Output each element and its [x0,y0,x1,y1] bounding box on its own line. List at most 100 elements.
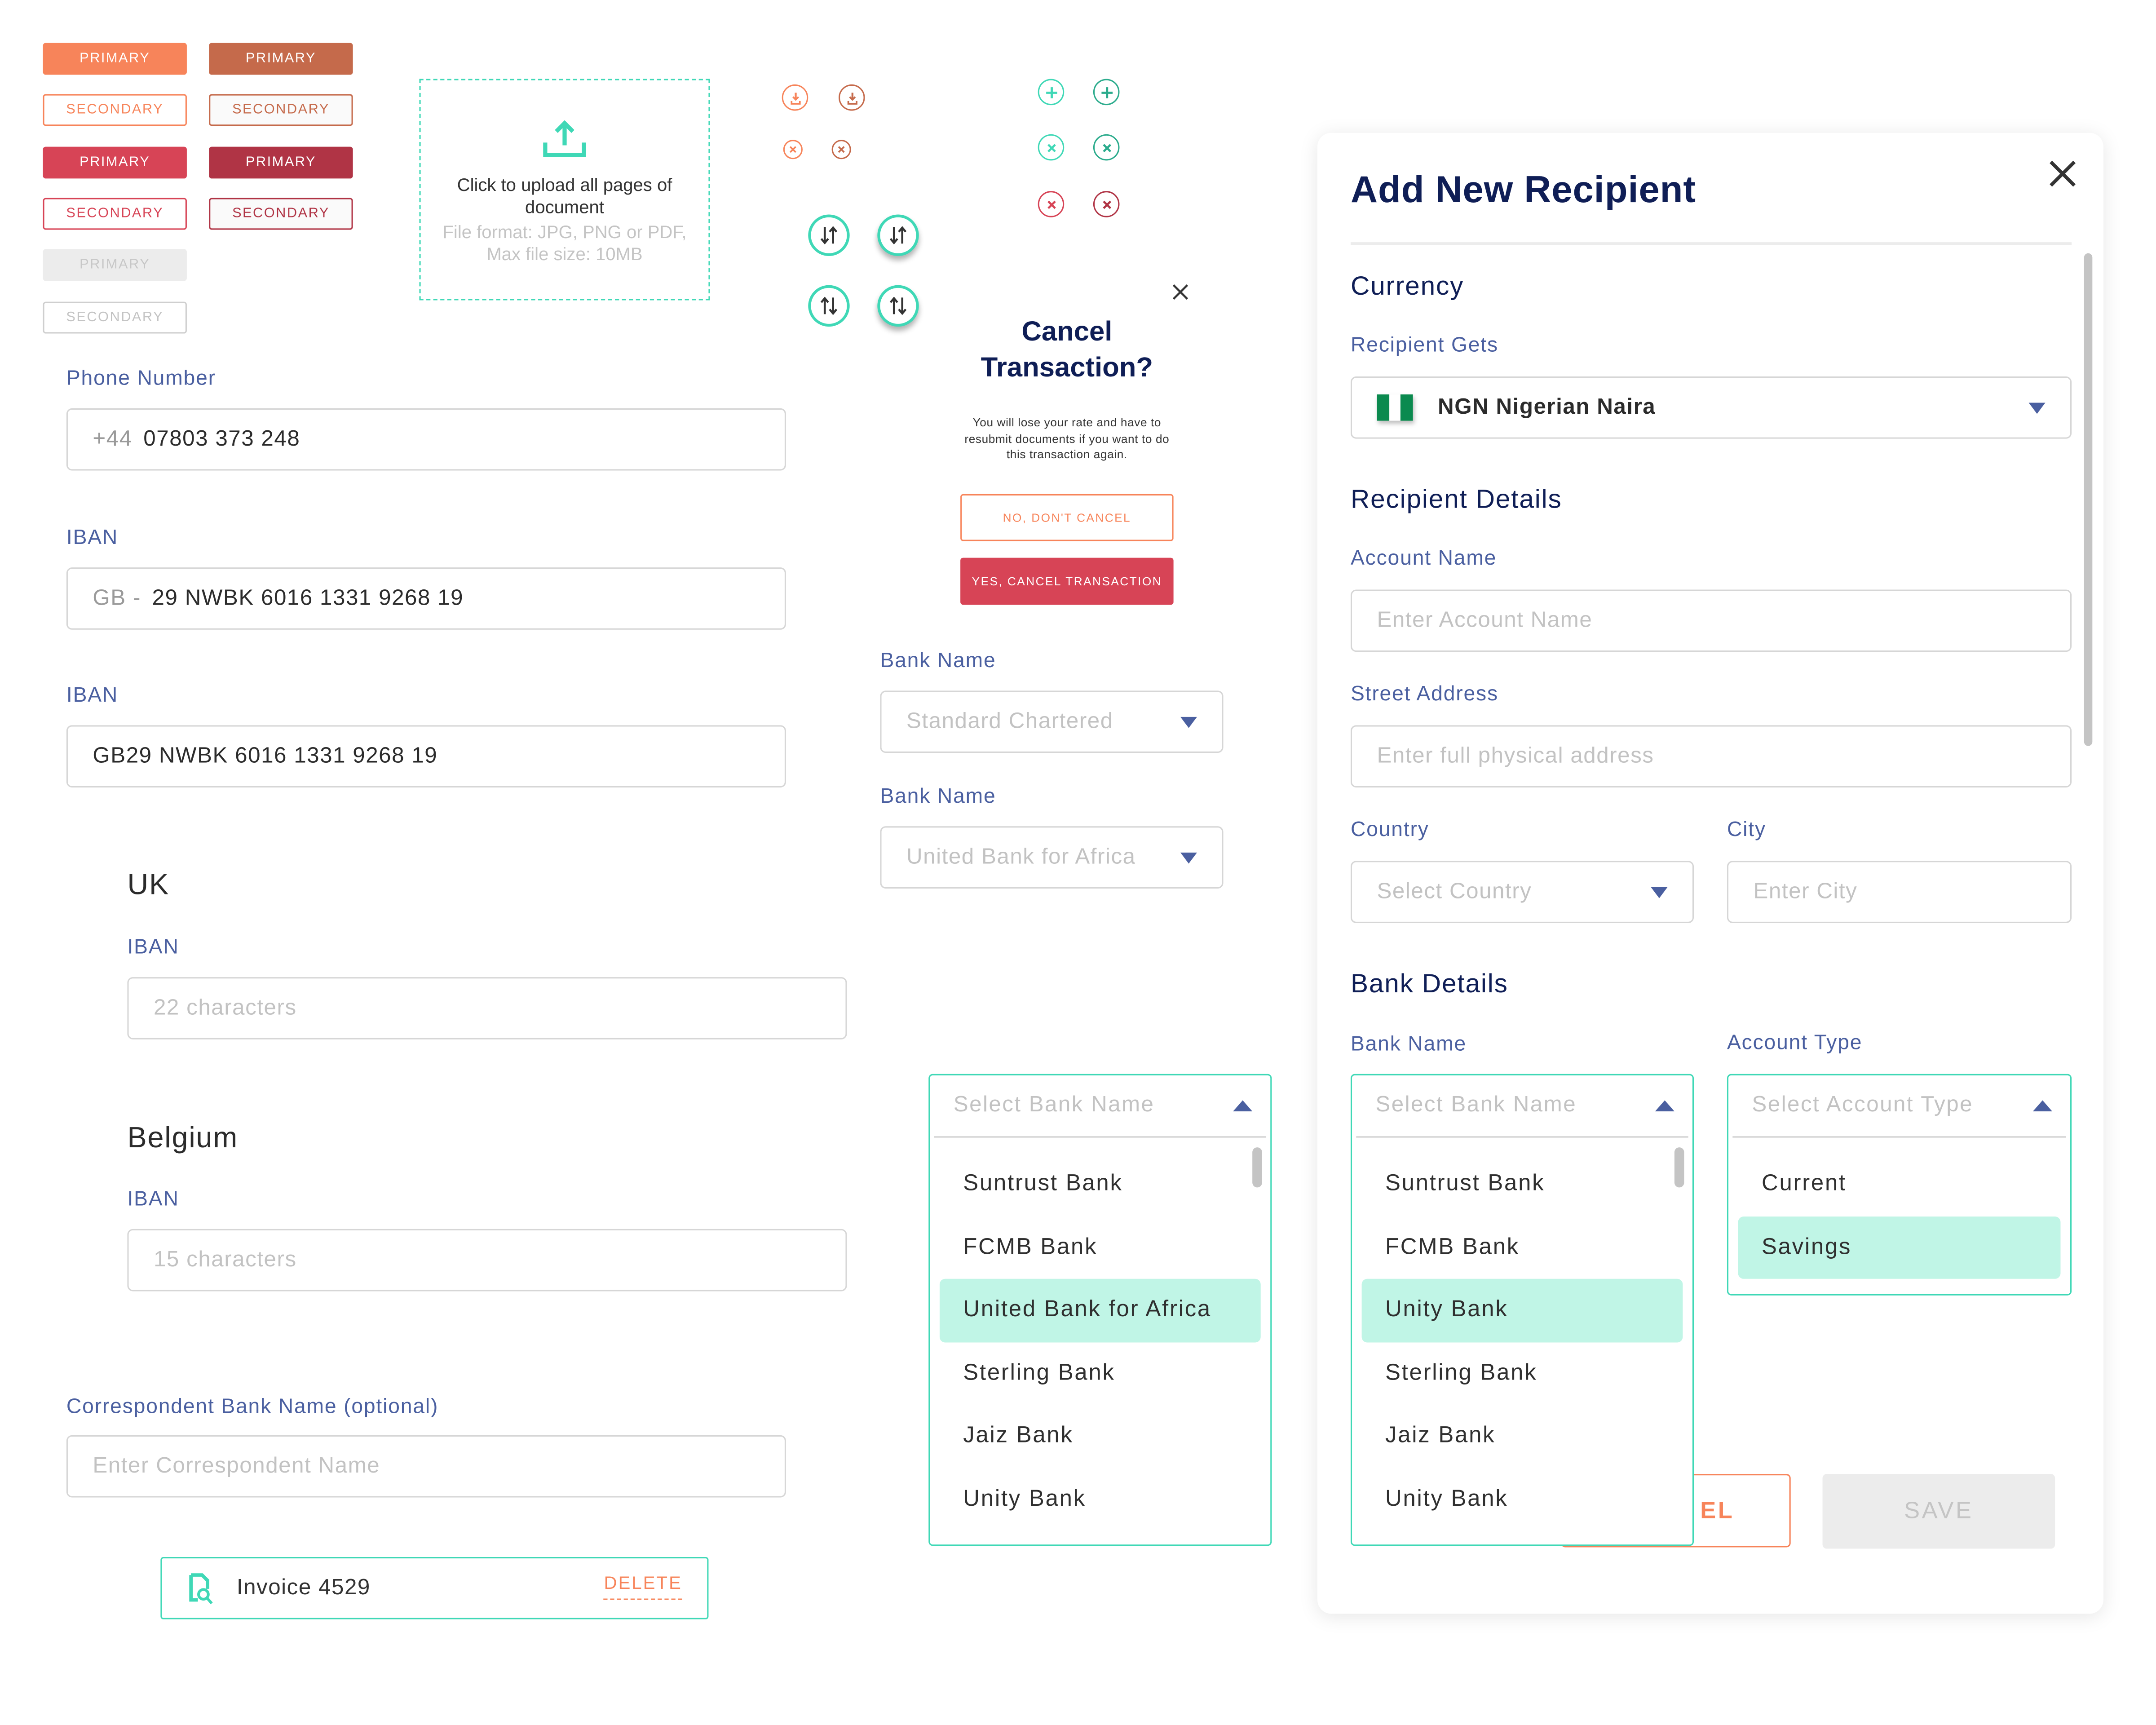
close-circle-icon[interactable] [1093,191,1120,217]
bank-dropdown-placeholder: Select Bank Name [1375,1093,1577,1117]
secondary-button-red-hover[interactable]: SECONDARY [209,198,353,230]
bank-name-label: Bank Name [1350,1032,1467,1056]
dropdown-option-selected[interactable]: Unity Bank [1361,1278,1683,1342]
chevron-up-icon [2032,1100,2052,1111]
street-address-input[interactable]: Enter full physical address [1350,725,2072,788]
primary-button-orange-hover[interactable]: PRIMARY [209,43,353,75]
bank-dropdown-placeholder: Select Bank Name [953,1093,1155,1117]
confirm-cancel-button[interactable]: YES, CANCEL TRANSACTION [960,557,1174,605]
iban-prefixed-input[interactable]: GB - 29 NWBK 6016 1331 9268 19 [66,567,786,630]
dropdown-option[interactable]: Jaiz Bank [1385,1423,1496,1448]
uk-iban-input[interactable]: 22 characters [127,977,847,1039]
city-input[interactable]: Enter City [1727,861,2072,923]
iban-label: IBAN [66,526,119,550]
swap-up-down-icon[interactable] [808,285,850,327]
dropdown-option[interactable]: FCMB Bank [1385,1234,1520,1259]
dropdown-option[interactable]: Unity Bank [963,1486,1086,1511]
account-name-label: Account Name [1350,546,1497,571]
iban-value: 29 NWBK 6016 1331 9268 19 [152,586,464,610]
primary-button-orange[interactable]: PRIMARY [43,43,187,75]
upload-dropzone[interactable]: Click to upload all pages of document Fi… [419,79,710,301]
dropdown-option[interactable]: Sterling Bank [1385,1360,1537,1385]
modal-cancel-label: EL [1700,1496,1735,1523]
phone-input[interactable]: +44 07803 373 248 [66,408,786,471]
country-label: Country [1350,818,1429,842]
primary-button-red-hover[interactable]: PRIMARY [209,146,353,179]
account-type-dropdown-open[interactable]: Select Account Type Current Savings [1727,1074,2072,1296]
bank-dropdown-header[interactable]: Select Bank Name [1356,1075,1688,1138]
secondary-button-disabled: SECONDARY [43,301,187,334]
download-icon[interactable] [839,84,865,111]
close-icon[interactable] [1171,283,1190,302]
recipient-gets-label: Recipient Gets [1350,333,1498,357]
iban-label: IBAN [127,935,179,960]
primary-button-disabled: PRIMARY [43,249,187,281]
secondary-button-orange[interactable]: SECONDARY [43,94,187,126]
recipient-details-heading: Recipient Details [1350,486,1562,515]
street-address-label: Street Address [1350,682,1498,706]
swap-up-down-icon[interactable] [877,285,919,327]
account-type-label: Account Type [1727,1031,1863,1055]
dropdown-option[interactable]: Suntrust Bank [1385,1171,1545,1196]
dropdown-option[interactable]: Suntrust Bank [963,1171,1123,1196]
cancel-dialog-body: You will lose your rate and have to resu… [964,415,1170,461]
dropdown-option[interactable]: Current [1761,1171,1847,1196]
close-circle-icon[interactable] [783,140,803,159]
close-circle-icon[interactable] [1038,134,1065,161]
modal-title: Add New Recipient [1350,168,1697,211]
swap-down-up-icon[interactable] [808,214,850,256]
swap-down-up-icon[interactable] [877,214,919,256]
cancel-dialog-title: Cancel Transaction? [981,317,1153,384]
secondary-button-orange-hover[interactable]: SECONDARY [209,94,353,126]
primary-button-red[interactable]: PRIMARY [43,146,187,179]
chevron-down-icon [1180,716,1197,728]
currency-heading: Currency [1350,272,1464,302]
correspondent-label: Correspondent Bank Name (optional) [66,1395,439,1419]
close-icon[interactable] [2048,159,2077,188]
iban-input[interactable]: GB29 NWBK 6016 1331 9268 19 [66,725,786,788]
phone-label: Phone Number [66,367,216,390]
delete-invoice-button[interactable]: DELETE [604,1572,682,1600]
iban-label: IBAN [127,1187,179,1211]
add-circle-icon[interactable] [1093,79,1120,106]
iban-country-prefix: GB - [93,586,141,610]
bank-name-dropdown-open[interactable]: Select Bank Name Suntrust Bank FCMB Bank… [928,1074,1272,1546]
country-heading-uk: UK [127,869,170,901]
dropdown-scrollbar[interactable] [1674,1147,1684,1188]
dropdown-option[interactable]: Jaiz Bank [963,1423,1074,1448]
close-circle-icon[interactable] [1038,191,1065,217]
bank-name-value: United Bank for Africa [906,845,1136,869]
nigeria-flag-icon [1377,394,1413,421]
close-circle-icon[interactable] [1093,134,1120,161]
city-label: City [1727,818,1766,842]
dropdown-scrollbar[interactable] [1252,1147,1262,1188]
dropdown-option-selected[interactable]: United Bank for Africa [939,1278,1261,1342]
download-icon[interactable] [782,84,808,111]
bank-name-select[interactable]: United Bank for Africa [880,826,1224,889]
add-circle-icon[interactable] [1038,79,1065,106]
secondary-button-red[interactable]: SECONDARY [43,198,187,230]
currency-select[interactable]: NGN Nigerian Naira [1350,376,2072,439]
invoice-name: Invoice 4529 [236,1575,371,1599]
phone-value: 07803 373 248 [143,427,300,451]
dropdown-option[interactable]: Sterling Bank [963,1360,1115,1385]
city-placeholder: Enter City [1753,879,1858,903]
dropdown-option[interactable]: Unity Bank [1385,1486,1508,1511]
bank-dropdown-header[interactable]: Select Bank Name [934,1075,1267,1138]
country-select[interactable]: Select Country [1350,861,1694,923]
phone-country-code: +44 [93,427,133,451]
modal-scrollbar[interactable] [2084,253,2093,746]
bank-name-select[interactable]: Standard Chartered [880,690,1224,753]
dont-cancel-button[interactable]: NO, DON'T CANCEL [960,494,1174,541]
account-type-dropdown-header[interactable]: Select Account Type [1732,1075,2066,1138]
close-circle-icon[interactable] [831,140,851,159]
dropdown-option[interactable]: FCMB Bank [963,1234,1098,1259]
belgium-iban-placeholder: 15 characters [153,1247,297,1271]
dropdown-option-selected[interactable]: Savings [1738,1216,2061,1279]
chevron-up-icon [1655,1100,1674,1111]
modal-bank-dropdown-open[interactable]: Select Bank Name Suntrust Bank FCMB Bank… [1350,1074,1694,1546]
account-name-input[interactable]: Enter Account Name [1350,589,2072,652]
belgium-iban-input[interactable]: 15 characters [127,1229,847,1292]
chevron-up-icon [1233,1100,1253,1111]
correspondent-input[interactable]: Enter Correspondent Name [66,1435,786,1498]
